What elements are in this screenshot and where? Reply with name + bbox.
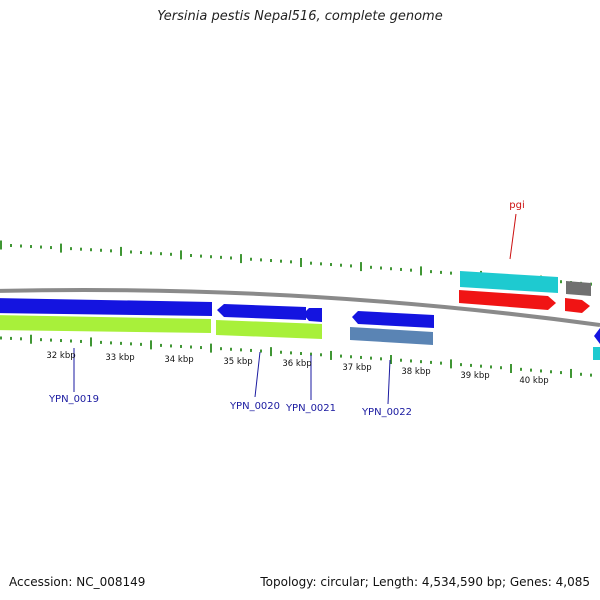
ruler-label-35: 35 kbp [223,357,252,367]
ruler-label-32: 32 kbp [46,351,75,361]
gene-ypn-0021-arrow[interactable] [303,308,322,322]
ruler-label-38: 38 kbp [401,367,430,377]
gene-pgi-cyan-bar[interactable] [460,271,558,293]
genome-summary: Topology: circular; Length: 4,534,590 bp… [260,575,590,589]
ruler-label-40: 40 kbp [519,376,548,386]
tick-marks [0,240,592,378]
gene-edge-blue-arrow[interactable] [594,328,600,344]
gene-ypn-0020-lime-bar[interactable] [216,320,322,339]
ruler-label-36: 36 kbp [282,359,311,369]
gene-edge-cyan-bar[interactable] [593,347,600,360]
genome-backbone [0,287,600,327]
gene-pgi-red-arrow[interactable] [459,290,556,310]
gene-ypn-0022-arrow[interactable] [352,311,434,328]
accession-label: Accession: NC_008149 [9,575,146,589]
gene-ypn-0020-arrow[interactable] [217,304,306,320]
gene-ypn-0022-steel-bar[interactable] [350,327,433,345]
ruler-labels: 32 kbp 33 kbp 34 kbp 35 kbp 36 kbp 37 kb… [46,351,548,386]
leader-pgi [509,213,517,260]
label-pgi: pgi [509,200,524,211]
ruler-label-37: 37 kbp [342,363,371,373]
ruler-label-33: 33 kbp [105,353,134,363]
leader-ypn-0022 [387,359,391,405]
gene-gray-bar[interactable] [566,281,591,296]
map-title: Yersinia pestis Nepal516, complete genom… [157,9,443,24]
label-ypn-0021: YPN_0021 [285,403,336,414]
label-ypn-0022: YPN_0022 [361,407,412,418]
ruler-label-39: 39 kbp [460,371,489,381]
ruler-label-34: 34 kbp [164,355,193,365]
gene-ypn-0019-lime-bar[interactable] [0,315,211,333]
leader-ypn-0020 [254,351,261,398]
gene-red-small-arrow[interactable] [565,298,590,313]
label-ypn-0020: YPN_0020 [229,401,280,412]
gene-ypn-0019-forward-arrow[interactable] [0,298,212,316]
label-ypn-0019: YPN_0019 [48,394,99,405]
